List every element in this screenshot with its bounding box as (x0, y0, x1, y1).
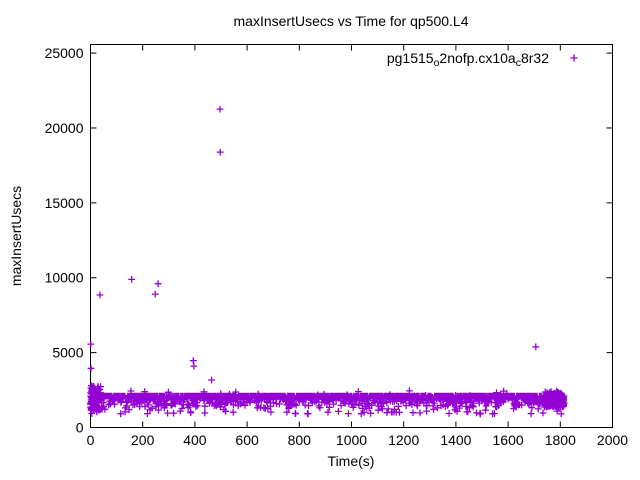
x-tick-label: 400 (183, 432, 207, 448)
y-tick-label: 15000 (45, 195, 84, 211)
y-tick-label: 10000 (45, 270, 84, 286)
data-point-outlier (128, 276, 136, 283)
y-axis-title: maxInsertUsecs (8, 186, 24, 286)
y-tick-label: 0 (76, 420, 84, 436)
data-point-outlier (87, 340, 95, 348)
legend-marker-plus-icon (570, 54, 578, 62)
axis-ticks (90, 44, 613, 428)
x-tick-label: 2000 (597, 432, 628, 448)
y-tick-label: 5000 (52, 345, 83, 361)
legend: pg1515o2nofp.cx10ac8r32 (387, 50, 578, 69)
data-point-outlier (87, 364, 95, 372)
x-tick-label: 1800 (545, 432, 576, 448)
data-point-outlier (216, 105, 224, 113)
y-axis-tick-labels: 0 5000 10000 15000 20000 25000 (45, 45, 84, 435)
data-point-outlier (208, 376, 215, 384)
chart-title: maxInsertUsecs vs Time for qp500.L4 (234, 13, 469, 29)
x-tick-label: 1400 (440, 432, 471, 448)
data-point-outlier (532, 343, 540, 351)
y-tick-label: 25000 (45, 45, 84, 61)
y-tick-label: 20000 (45, 120, 84, 136)
x-axis-title: Time(s) (328, 453, 375, 469)
x-axis-tick-labels: 0 200 400 600 800 1000 1200 1400 1600 1800 2000 (87, 432, 629, 448)
data-point-outlier (154, 280, 162, 288)
data-point-outlier (151, 290, 159, 298)
data-point-outlier (216, 148, 224, 156)
x-tick-label: 1600 (493, 432, 524, 448)
x-tick-label: 800 (288, 432, 312, 448)
legend-label: pg1515o2nofp.cx10ac8r32 (387, 50, 549, 69)
data-point-outlier (96, 291, 104, 299)
data-points (87, 105, 568, 418)
data-point-outlier (87, 382, 95, 390)
x-tick-label: 1000 (336, 432, 367, 448)
x-tick-label: 0 (87, 432, 95, 448)
x-tick-label: 600 (235, 432, 259, 448)
x-tick-label: 1200 (388, 432, 419, 448)
scatter-band (87, 383, 568, 418)
data-point-outlier (190, 362, 198, 370)
x-tick-label: 200 (131, 432, 155, 448)
